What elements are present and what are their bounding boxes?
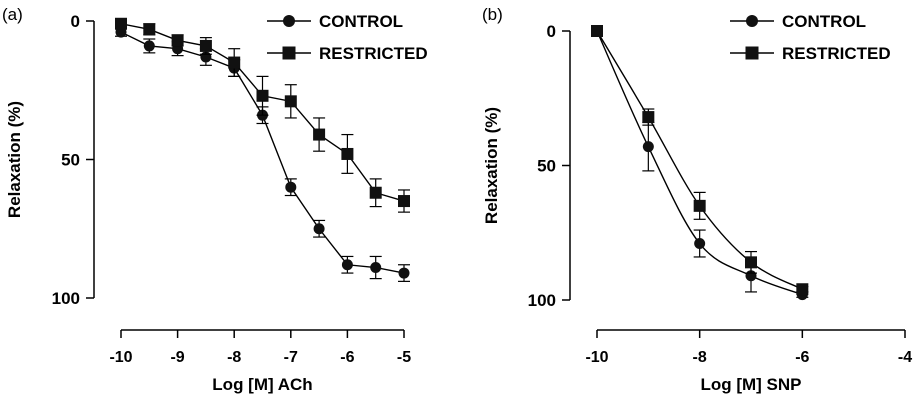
- x-tick-label: -5: [397, 349, 411, 366]
- legend-label: CONTROL: [319, 12, 403, 31]
- y-tick-label: 50: [537, 157, 556, 176]
- data-point-circle: [341, 259, 353, 271]
- data-point-square: [171, 34, 184, 47]
- data-point-square: [313, 128, 326, 141]
- data-point-square: [796, 283, 809, 296]
- data-point-circle: [370, 262, 382, 274]
- legend: CONTROL RESTRICTED: [730, 12, 891, 63]
- panel-label: (b): [482, 5, 503, 24]
- data-point-circle: [313, 223, 325, 235]
- data-point-circle: [694, 238, 706, 250]
- data-point-square: [745, 256, 757, 269]
- y-tick-label: 100: [52, 289, 80, 308]
- series-line: [596, 30, 803, 290]
- data-point-square: [693, 199, 706, 212]
- x-tick-label: -8: [693, 349, 707, 366]
- legend: CONTROL RESTRICTED: [267, 12, 428, 63]
- x-tick-label: -6: [795, 349, 809, 366]
- series-restricted: [115, 17, 410, 213]
- data-point-square: [369, 186, 382, 199]
- legend-label: RESTRICTED: [782, 44, 891, 63]
- y-tick-label: 100: [528, 291, 556, 310]
- y-tick-label: 50: [61, 151, 80, 170]
- data-point-square: [591, 25, 603, 37]
- data-point-square: [199, 39, 212, 52]
- legend-label: RESTRICTED: [319, 44, 428, 63]
- y-tick-label: 0: [547, 22, 556, 41]
- legend-label: CONTROL: [782, 12, 866, 31]
- series-line: [596, 30, 803, 296]
- data-point-square: [115, 17, 127, 30]
- chart-panel-a: (a) 0 50 100 -10 -9 -8 -7 -6 -5 Relaxation (%) Log …: [2, 5, 428, 394]
- legend-marker-circle: [746, 15, 758, 27]
- data-point-circle: [285, 181, 297, 193]
- x-tick-label: -7: [284, 349, 298, 366]
- x-axis-title: Log [M] ACh: [212, 375, 312, 394]
- data-point-square: [143, 23, 156, 36]
- series-control: [591, 25, 809, 301]
- x-tick-label: -9: [170, 349, 184, 366]
- data-point-circle: [642, 141, 654, 153]
- data-point-circle: [398, 267, 410, 279]
- y-tick-label: 0: [71, 12, 80, 31]
- chart-panel-b: (b) 0 50 100 -10 -8 -6 -4 Relaxation (%) Log [M] …: [482, 5, 912, 394]
- data-point-square: [642, 111, 655, 124]
- x-tick-label: -8: [227, 349, 241, 366]
- data-point-square: [398, 195, 410, 208]
- data-point-square: [256, 89, 269, 102]
- data-point-square: [228, 56, 241, 69]
- legend-marker-square: [745, 46, 759, 60]
- series-restricted: [591, 25, 809, 296]
- x-tick-label: -4: [898, 349, 912, 366]
- data-point-circle: [143, 40, 155, 52]
- data-point-square: [341, 147, 354, 160]
- series-line: [120, 31, 405, 274]
- legend-marker-circle: [283, 15, 295, 27]
- series-control: [115, 26, 410, 282]
- x-tick-label: -10: [109, 349, 132, 366]
- x-tick-label: -6: [340, 349, 354, 366]
- panel-label: (a): [2, 5, 23, 24]
- legend-marker-square: [282, 46, 296, 60]
- y-axis-title: Relaxation (%): [5, 101, 24, 218]
- x-tick-label: -10: [585, 349, 608, 366]
- data-point-square: [284, 95, 297, 108]
- x-axis-title: Log [M] SNP: [700, 375, 801, 394]
- y-axis-title: Relaxation (%): [482, 107, 501, 224]
